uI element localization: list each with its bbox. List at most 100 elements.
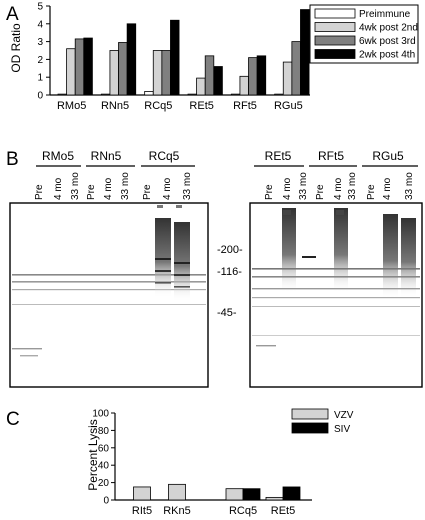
legend-label-6wk-post-3rd: 6wk post 3rd: [359, 36, 416, 47]
bar-rcq5-siv: [242, 488, 261, 501]
bar-ret5-2wk-post-4th: [213, 66, 223, 96]
chart-a-ylabel: OD Ratio: [9, 23, 23, 73]
blot-lane-label-33-mo: 33 mo: [70, 172, 81, 200]
bar-rgu5-preimmune: [274, 93, 284, 96]
bar-ret5-preimmune: [187, 93, 198, 96]
blot-lane-label-4-mo: 4 mo: [382, 177, 393, 200]
blot-lane-label-33-mo: 33 mo: [182, 172, 193, 200]
mw-marker-200: -200-: [217, 244, 243, 256]
chart-c-ytick-label: 20: [98, 478, 110, 489]
bar-rgu5-6wk-post-3rd: [291, 41, 301, 96]
chart-a-ytick-label: 2: [37, 55, 43, 66]
chart-c-category-label: RIt5: [132, 505, 152, 517]
blot-sample-rnn5: RNn5: [91, 149, 122, 163]
legend-label-preimmune: Preimmune: [359, 9, 411, 20]
chart-c-ytick-label: 40: [98, 461, 110, 472]
bar-rnn5-preimmune: [100, 93, 111, 96]
chart-a-ytick-label: 3: [37, 37, 43, 48]
legend-swatch-6wk-post-3rd: [314, 35, 356, 46]
bar-rft5-preimmune: [230, 93, 241, 96]
legend-label-2wk-post-4th: 2wk post 4th: [359, 50, 415, 61]
legend-swatch-siv: [291, 422, 329, 434]
panel-label-c: C: [6, 409, 20, 430]
legend-swatch-4wk-post-2nd: [314, 22, 356, 32]
legend-label-siv: SIV: [334, 424, 350, 435]
blot-lane-label-4-mo: 4 mo: [333, 177, 344, 200]
bar-rcq5-vzv: [225, 488, 244, 501]
bar-rcq5-6wk-post-3rd: [161, 50, 171, 96]
chart-a-ytick-label: 0: [37, 91, 43, 102]
bar-ret5-vzv: [265, 496, 284, 501]
chart-a: 0 1 2 3 4 5 RMo5 RNn5 RCq5 REt5 RFt5 RGu5: [37, 2, 310, 112]
chart-a-ytick-label: 4: [37, 19, 43, 30]
chart-a-category-label: REt5: [189, 100, 213, 112]
blot-sample-rmo5: RMo5: [42, 149, 74, 163]
blot-lane-label-33-mo: 33 mo: [120, 172, 131, 200]
bar-rft5-4wk-post-2nd: [239, 75, 249, 96]
blot-lane-labels: Pre 4 mo 33 mo Pre 4 mo 33 mo Pre 4 mo 33 mo Pre 4…: [34, 172, 415, 200]
bar-rmo5-4wk-post-2nd: [66, 48, 76, 96]
chart-a-ytick-label: 1: [37, 73, 43, 84]
bar-rnn5-2wk-post-4th: [126, 23, 137, 96]
chart-c-category-label: REt5: [271, 505, 295, 517]
chart-a-ytick-label: 5: [37, 2, 43, 13]
bar-rnn5-6wk-post-3rd: [118, 42, 128, 96]
chart-a-category-label: RCq5: [144, 100, 172, 112]
blot-lane-label-pre: Pre: [34, 184, 45, 200]
mw-marker-45: -45-: [217, 307, 237, 319]
bar-rit5-vzv: [133, 486, 151, 501]
blot-sample-rft5: RFt5: [318, 149, 344, 163]
chart-a-category-label: RFt5: [233, 100, 257, 112]
bar-rgu5-4wk-post-2nd: [282, 61, 293, 96]
bar-rcq5-2wk-post-4th: [170, 19, 180, 96]
bar-rkn5-vzv: [168, 483, 186, 501]
chart-c: 0 20 40 60 80 100 RIt5 RKn5 RCq5 REt5: [92, 409, 312, 517]
chart-c-ytick-label: 0: [103, 496, 109, 507]
panel-label-a: A: [6, 4, 19, 25]
bar-rgu5-2wk-post-4th: [300, 9, 310, 96]
chart-a-category-label: RNn5: [101, 100, 129, 112]
bar-rcq5-4wk-post-2nd: [152, 50, 163, 96]
bar-ret5-6wk-post-3rd: [204, 55, 215, 96]
blot-sample-rgu5: RGu5: [372, 149, 404, 163]
blot-lane-label-pre: Pre: [142, 184, 153, 200]
chart-a-category-label: RMo5: [57, 100, 86, 112]
bar-rmo5-2wk-post-4th: [83, 37, 93, 96]
legend-label-vzv: VZV: [334, 410, 354, 421]
legend-label-4wk-post-2nd: 4wk post 2nd: [359, 23, 418, 34]
blot-lane-label-pre: Pre: [366, 184, 377, 200]
blot-right-bands: [252, 208, 420, 347]
bar-rmo5-preimmune: [57, 93, 68, 96]
blot-sample-ret5: REt5: [265, 149, 292, 163]
blot-lane-label-33-mo: 33 mo: [404, 172, 415, 200]
legend-swatch-vzv: [291, 408, 329, 420]
chart-c-ylabel: Percent Lysis: [86, 419, 100, 491]
chart-a-category-label: RGu5: [274, 100, 303, 112]
bar-rft5-2wk-post-4th: [256, 55, 267, 96]
bar-rmo5-6wk-post-3rd: [74, 38, 85, 96]
chart-c-ytick-label: 60: [98, 443, 110, 454]
mw-marker-116: -116-: [217, 266, 242, 278]
chart-c-category-label: RCq5: [229, 505, 257, 517]
blot-lane-label-4-mo: 4 mo: [162, 177, 173, 200]
chart-c-legend: VZV SIV: [291, 408, 354, 435]
blot-lane-label-33-mo: 33 mo: [298, 172, 309, 200]
chart-c-category-label: RKn5: [163, 505, 191, 517]
chart-c-ytick-label: 100: [92, 409, 109, 420]
panel-label-b: B: [6, 149, 19, 170]
bar-ret5-4wk-post-2nd: [196, 77, 206, 96]
legend-swatch-preimmune: [314, 8, 356, 19]
blot-lane-label-4-mo: 4 mo: [53, 177, 64, 200]
blot-sample-rcq5: RCq5: [149, 149, 180, 163]
bar-rnn5-4wk-post-2nd: [109, 50, 119, 96]
bar-rft5-6wk-post-3rd: [248, 57, 258, 96]
blot-lane-label-pre: Pre: [86, 184, 97, 200]
bar-rcq5-preimmune: [144, 91, 154, 96]
blot-lane-label-4-mo: 4 mo: [103, 177, 114, 200]
blot-left-bands: [12, 205, 206, 357]
blot-lane-label-pre: Pre: [264, 184, 275, 200]
blot-lane-label-pre: Pre: [315, 184, 326, 200]
blot-lane-label-4-mo: 4 mo: [282, 177, 293, 200]
chart-c-ytick-label: 80: [98, 426, 110, 437]
